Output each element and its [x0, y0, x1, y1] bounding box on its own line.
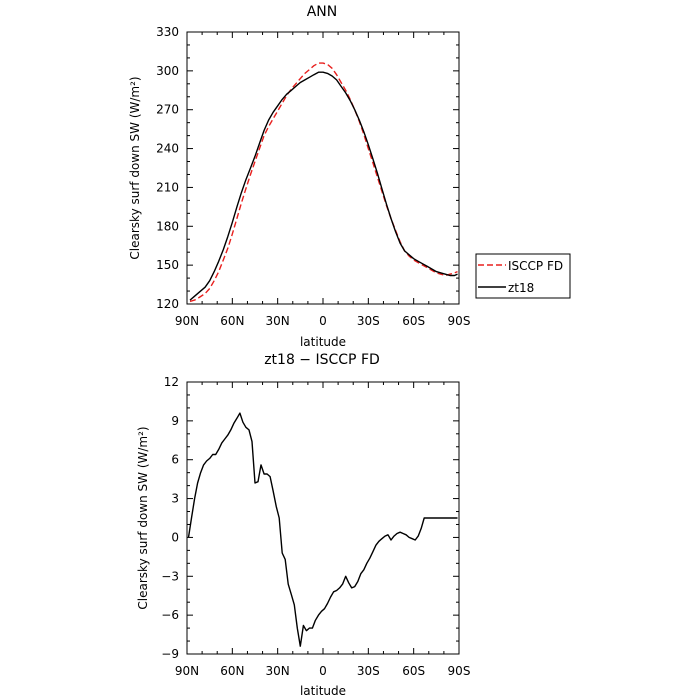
legend: ISCCP FD zt18: [475, 253, 571, 299]
x-axis: 90N 60N 30N 0 30S 60S 90S: [175, 382, 471, 678]
x-tick-label: 90S: [448, 664, 471, 678]
plot-frame: [186, 381, 460, 655]
y-tick-label: 12: [164, 375, 179, 389]
y-axis: 120 150 180 210 240 270 300 330: [156, 25, 459, 311]
x-tick-label: 60S: [402, 664, 425, 678]
y-tick-label: 330: [156, 25, 179, 39]
y-tick-label: 300: [156, 64, 179, 78]
y-tick-label: 240: [156, 142, 179, 156]
chart-title: zt18 − ISCCP FD: [264, 352, 380, 368]
series-group: [189, 62, 458, 303]
y-tick-label: 0: [171, 530, 179, 544]
y-tick-label: −6: [161, 608, 179, 622]
y-axis: −9 −6 −3 0 3 6 9 12: [161, 375, 459, 661]
x-tick-label: 0: [319, 314, 327, 328]
series-line-zt18-isccp-fd: [187, 412, 458, 647]
y-tick-label: 210: [156, 180, 179, 194]
x-tick-label: 60N: [220, 664, 244, 678]
y-tick-label: 150: [156, 258, 179, 272]
chart-panel-annual: ANN 120 150 180 210 240 270 300 330 90N 60N 30N 0 3…: [128, 4, 470, 349]
chart-panel-difference: zt18 − ISCCP FD −9 −6 −3 0 3 6 9 12 90N 60N 30N 0 3…: [136, 352, 470, 698]
y-tick-label: 120: [156, 297, 179, 311]
series-line-isccp-fd: [189, 62, 458, 303]
y-tick-label: 9: [171, 414, 179, 428]
y-tick-label: −9: [161, 647, 179, 661]
x-tick-label: 30N: [266, 314, 290, 328]
y-tick-label: 180: [156, 219, 179, 233]
y-tick-label: −3: [161, 569, 179, 583]
y-axis-label: Clearsky surf down SW (W/m²): [128, 76, 142, 259]
chart-title: ANN: [307, 4, 338, 20]
x-tick-label: 30S: [357, 314, 380, 328]
x-tick-label: 60S: [402, 314, 425, 328]
y-tick-label: 3: [171, 492, 179, 506]
x-tick-label: 90N: [175, 314, 199, 328]
legend-box: [475, 253, 571, 299]
x-tick-label: 90S: [448, 314, 471, 328]
x-axis-label: latitude: [300, 684, 346, 698]
series-line-zt18: [189, 71, 458, 301]
x-tick-label: 90N: [175, 664, 199, 678]
legend-label-zt18: zt18: [508, 281, 534, 295]
y-axis-label: Clearsky surf down SW (W/m²): [136, 426, 150, 609]
y-tick-label: 6: [171, 453, 179, 467]
x-tick-label: 30N: [266, 664, 290, 678]
legend-label-isccp: ISCCP FD: [508, 259, 563, 273]
y-tick-label: 270: [156, 103, 179, 117]
x-tick-label: 60N: [220, 314, 244, 328]
x-tick-label: 30S: [357, 664, 380, 678]
x-axis: 90N 60N 30N 0 30S 60S 90S: [175, 32, 471, 328]
x-axis-label: latitude: [300, 335, 346, 349]
series-group: [187, 412, 458, 647]
x-tick-label: 0: [319, 664, 327, 678]
